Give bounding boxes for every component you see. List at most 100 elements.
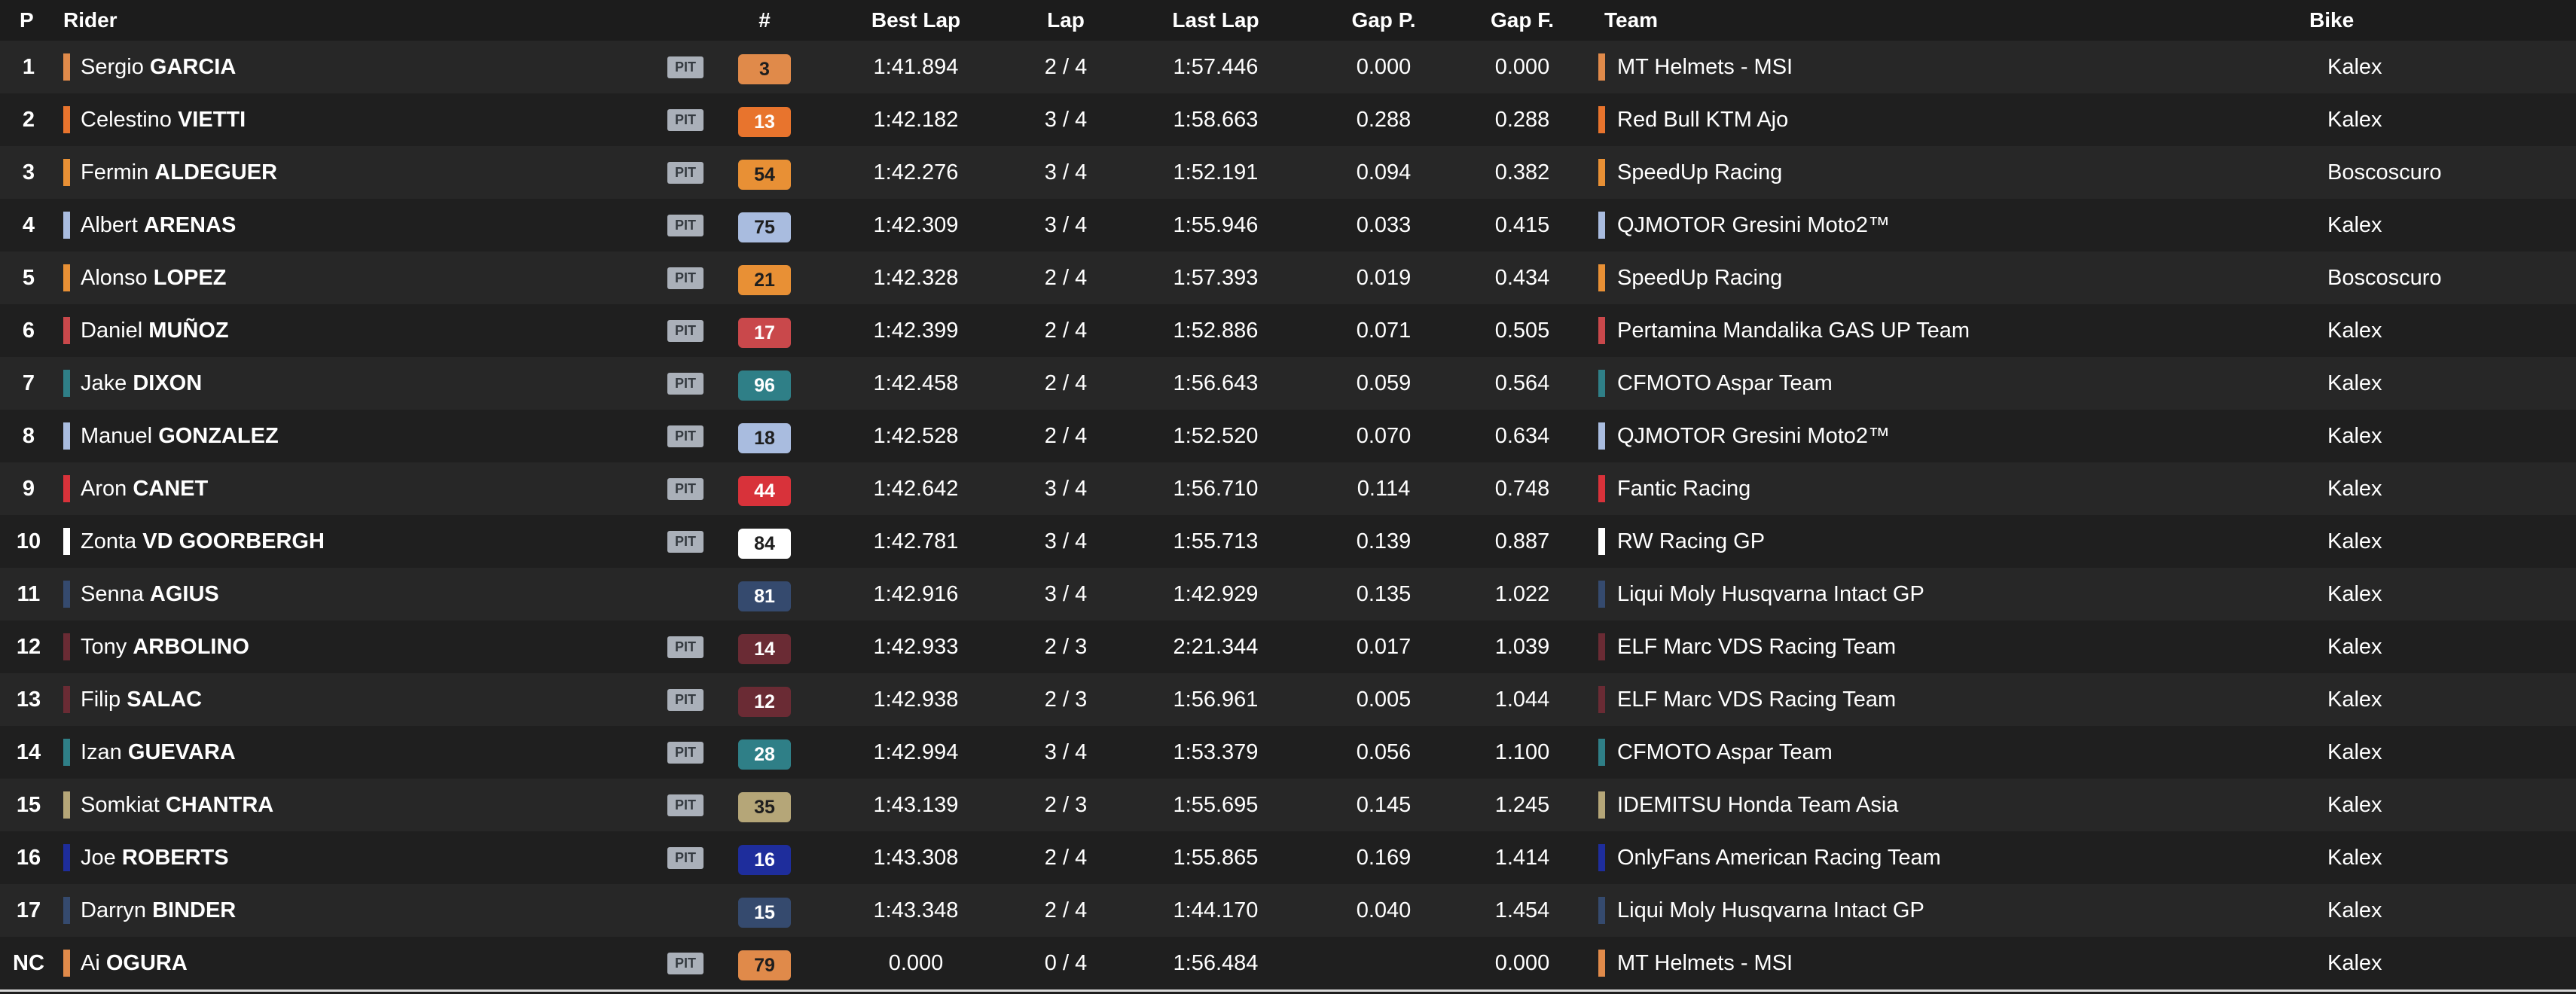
header-lap[interactable]: Lap [1047,8,1085,32]
gap-previous: 0.094 [1356,160,1412,184]
pit-badge: PIT [667,373,704,395]
best-lap: 1:42.328 [873,266,959,290]
pit-badge: PIT [667,56,704,78]
header-rider[interactable]: Rider [63,8,118,32]
rider-name[interactable]: Daniel MUÑOZ [81,304,229,357]
rider-last-name: GUEVARA [127,740,236,764]
position: 15 [16,793,41,817]
rider-name[interactable]: Tony ARBOLINO [81,620,249,673]
table-row[interactable]: 17 Darryn BINDER 15 1:43.348 2 / 4 1:44.170 0.… [0,884,2576,937]
gap-first: 1.414 [1494,846,1550,870]
position: 7 [22,371,35,395]
rider-name[interactable]: Manuel GONZALEZ [81,410,279,462]
bike-name: Kalex [2327,740,2382,764]
table-row[interactable]: NC Ai OGURA PIT 79 0.000 0 / 4 1:56.484 0.000 MT… [0,937,2576,989]
rider-first-name: Aron [81,477,127,501]
last-lap: 1:55.695 [1173,793,1259,817]
team-color-bar [1598,212,1605,239]
table-row[interactable]: 10 Zonta VD GOORBERGH PIT 84 1:42.781 3 / 4 1:… [0,515,2576,568]
header-team[interactable]: Team [1604,8,1659,32]
team-name: Red Bull KTM Ajo [1617,108,1789,132]
table-row[interactable]: 14 Izan GUEVARA PIT 28 1:42.994 3 / 4 1:53.379… [0,726,2576,779]
bike-name: Boscoscuro [2327,160,2442,184]
rider-name[interactable]: Fermin ALDEGUER [81,146,277,199]
rider-name[interactable]: Jake DIXON [81,357,202,410]
best-lap: 1:42.276 [873,160,959,184]
table-row[interactable]: 7 Jake DIXON PIT 96 1:42.458 2 / 4 1:56.643 0.0… [0,357,2576,410]
rider-name[interactable]: Ai OGURA [81,937,188,989]
header-gap-first[interactable]: Gap F. [1490,8,1554,32]
best-lap: 1:42.916 [873,582,959,606]
table-row[interactable]: 13 Filip SALAC PIT 12 1:42.938 2 / 3 1:56.961 0… [0,673,2576,726]
header-best-lap[interactable]: Best Lap [871,8,961,32]
position: 4 [22,213,35,237]
team-color-bar [63,159,70,186]
table-row[interactable]: 16 Joe ROBERTS PIT 16 1:43.308 2 / 4 1:55.865 0… [0,831,2576,884]
team-color-bar [63,422,70,450]
rider-name[interactable]: Filip SALAC [81,673,202,726]
position: 17 [16,898,41,922]
rider-name[interactable]: Izan GUEVARA [81,726,236,779]
rider-name[interactable]: Joe ROBERTS [81,831,229,884]
best-lap: 1:43.139 [873,793,959,817]
header-gap-prev[interactable]: Gap P. [1351,8,1416,32]
header-number[interactable]: # [758,8,771,32]
team-name: RW Racing GP [1617,529,1766,553]
table-row[interactable]: 3 Fermin ALDEGUER PIT 54 1:42.276 3 / 4 1:52.1… [0,146,2576,199]
header-bike[interactable]: Bike [2309,8,2355,32]
bike-name: Kalex [2327,319,2382,343]
lap-count: 2 / 3 [1044,635,1088,659]
rider-name[interactable]: Aron CANET [81,462,208,515]
table-row[interactable]: 6 Daniel MUÑOZ PIT 17 1:42.399 2 / 4 1:52.886 0… [0,304,2576,357]
header-position[interactable]: P [20,8,34,32]
table-row[interactable]: 11 Senna AGIUS 81 1:42.916 3 / 4 1:42.929 0.13… [0,568,2576,620]
lap-count: 2 / 4 [1044,371,1088,395]
rider-name[interactable]: Celestino VIETTI [81,93,246,146]
bike-name: Kalex [2327,108,2382,132]
position: 6 [22,319,35,343]
gap-previous: 0.040 [1356,898,1412,922]
table-row[interactable]: 15 Somkiat CHANTRA PIT 35 1:43.139 2 / 3 1:55.… [0,779,2576,831]
gap-first: 1.022 [1494,582,1550,606]
last-lap: 1:55.946 [1173,213,1259,237]
bike-name: Kalex [2327,635,2382,659]
position: 16 [16,846,41,870]
best-lap: 1:43.308 [873,846,959,870]
gap-first: 0.887 [1494,529,1550,553]
rider-name[interactable]: Sergio GARCIA [81,41,236,93]
pit-badge: PIT [667,636,704,658]
pit-badge: PIT [667,215,704,236]
header-last-lap[interactable]: Last Lap [1172,8,1259,32]
table-row[interactable]: 9 Aron CANET PIT 44 1:42.642 3 / 4 1:56.710 0.1… [0,462,2576,515]
table-row[interactable]: 2 Celestino VIETTI PIT 13 1:42.182 3 / 4 1:58.… [0,93,2576,146]
last-lap: 1:57.393 [1173,266,1259,290]
rider-name[interactable]: Alonso LOPEZ [81,252,226,304]
rider-last-name: BINDER [152,898,237,922]
rider-name[interactable]: Somkiat CHANTRA [81,779,273,831]
rider-name[interactable]: Zonta VD GOORBERGH [81,515,325,568]
pit-badge: PIT [667,109,704,131]
gap-first: 0.505 [1494,319,1550,343]
team-name: MT Helmets - MSI [1617,951,1793,975]
bike-name: Kalex [2327,793,2382,817]
rider-first-name: Tony [81,635,127,659]
team-color-bar [1598,422,1605,450]
team-color-bar [1598,686,1605,713]
rider-name[interactable]: Albert ARENAS [81,199,236,252]
table-row[interactable]: 8 Manuel GONZALEZ PIT 18 1:42.528 2 / 4 1:52.5… [0,410,2576,462]
table-row[interactable]: 4 Albert ARENAS PIT 75 1:42.309 3 / 4 1:55.946… [0,199,2576,252]
team-color-bar [1598,264,1605,291]
rider-name[interactable]: Senna AGIUS [81,568,219,620]
gap-previous: 0.056 [1356,740,1412,764]
table-row[interactable]: 1 Sergio GARCIA PIT 3 1:41.894 2 / 4 1:57.446 0… [0,41,2576,93]
table-row[interactable]: 5 Alonso LOPEZ PIT 21 1:42.328 2 / 4 1:57.393 0… [0,252,2576,304]
rider-last-name: GARCIA [149,55,237,79]
team-color-bar [63,264,70,291]
position: NC [13,951,44,975]
rider-first-name: Izan [81,740,122,764]
last-lap: 1:58.663 [1173,108,1259,132]
table-row[interactable]: 12 Tony ARBOLINO PIT 14 1:42.933 2 / 3 2:21.34… [0,620,2576,673]
lap-count: 3 / 4 [1044,160,1088,184]
position: 3 [22,160,35,184]
rider-name[interactable]: Darryn BINDER [81,884,236,937]
